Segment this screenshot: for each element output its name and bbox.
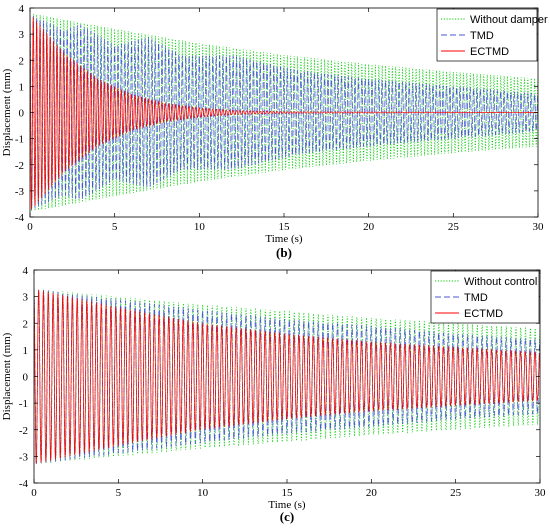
y-tick-label: 3 <box>19 29 25 41</box>
legend: Without damper TMD ECTMD <box>436 8 548 62</box>
y-tick-label: 0 <box>19 108 25 120</box>
x-tick-label: 5 <box>116 487 122 499</box>
x-tick-label: 20 <box>366 487 378 499</box>
x-tick-label: 25 <box>448 221 460 233</box>
y-tick-label: 2 <box>23 318 29 330</box>
y-tick-label: -1 <box>15 134 24 146</box>
y-tick-label: -3 <box>19 451 29 463</box>
legend-entry: Without damper <box>470 14 548 26</box>
x-axis-label: Time (s) <box>265 233 303 245</box>
y-tick-label: -2 <box>15 160 24 172</box>
y-tick-label: -2 <box>19 425 28 437</box>
x-tick-label: 0 <box>31 487 37 499</box>
x-axis-label: Time (s) <box>268 499 306 511</box>
legend: Without control TMD ECTMD <box>430 270 540 324</box>
x-tick-label: 15 <box>282 487 294 499</box>
series-line-ectmd <box>30 17 538 210</box>
y-tick-label: 1 <box>23 345 29 357</box>
legend-entry: Without control <box>464 276 537 288</box>
y-tick-label: -4 <box>15 212 25 224</box>
chart-panel-0: 0 5 10 15 20 25 30 -4 -3 -2 -1 0 1 2 3 4 Time (s) Displac… <box>1 3 548 260</box>
legend-entry: ECTMD <box>464 308 503 320</box>
series-line-tmd <box>34 289 540 465</box>
x-tick-label: 25 <box>450 487 462 499</box>
chart-panel-1: 0 5 10 15 20 25 30 -4 -3 -2 -1 0 1 2 3 4 Time (s) Displac… <box>1 265 546 524</box>
x-tick-label: 0 <box>27 221 33 233</box>
y-tick-label: 4 <box>19 3 25 15</box>
legend-box <box>430 270 540 324</box>
legend-entry: TMD <box>464 292 488 304</box>
x-tick-label: 10 <box>197 487 209 499</box>
y-tick-label: 2 <box>19 55 25 67</box>
y-tick-label: 4 <box>23 265 29 277</box>
legend-entry: ECTMD <box>470 46 509 58</box>
series-line-without-damper <box>30 13 538 212</box>
panel-label: (c) <box>280 509 294 524</box>
x-tick-label: 20 <box>363 221 375 233</box>
x-tick-label: 15 <box>279 221 291 233</box>
series-line-ectmd <box>34 289 540 464</box>
y-tick-label: -3 <box>15 186 25 198</box>
series-line-tmd <box>30 14 538 210</box>
y-tick-label: 3 <box>23 292 29 304</box>
x-tick-label: 30 <box>533 221 545 233</box>
y-tick-label: -1 <box>19 398 28 410</box>
y-axis-label: Displacement (mm) <box>1 332 13 420</box>
y-tick-label: 1 <box>19 81 25 93</box>
legend-entry: TMD <box>470 30 494 42</box>
y-tick-label: -4 <box>19 478 29 490</box>
x-tick-label: 5 <box>112 221 118 233</box>
x-tick-label: 30 <box>535 487 547 499</box>
series-group <box>34 288 540 465</box>
x-tick-label: 10 <box>194 221 206 233</box>
series-group <box>30 13 538 212</box>
legend-box <box>436 8 538 62</box>
panel-label: (b) <box>276 245 292 260</box>
y-tick-label: 0 <box>23 372 29 384</box>
y-axis-label: Displacement (mm) <box>1 68 13 156</box>
